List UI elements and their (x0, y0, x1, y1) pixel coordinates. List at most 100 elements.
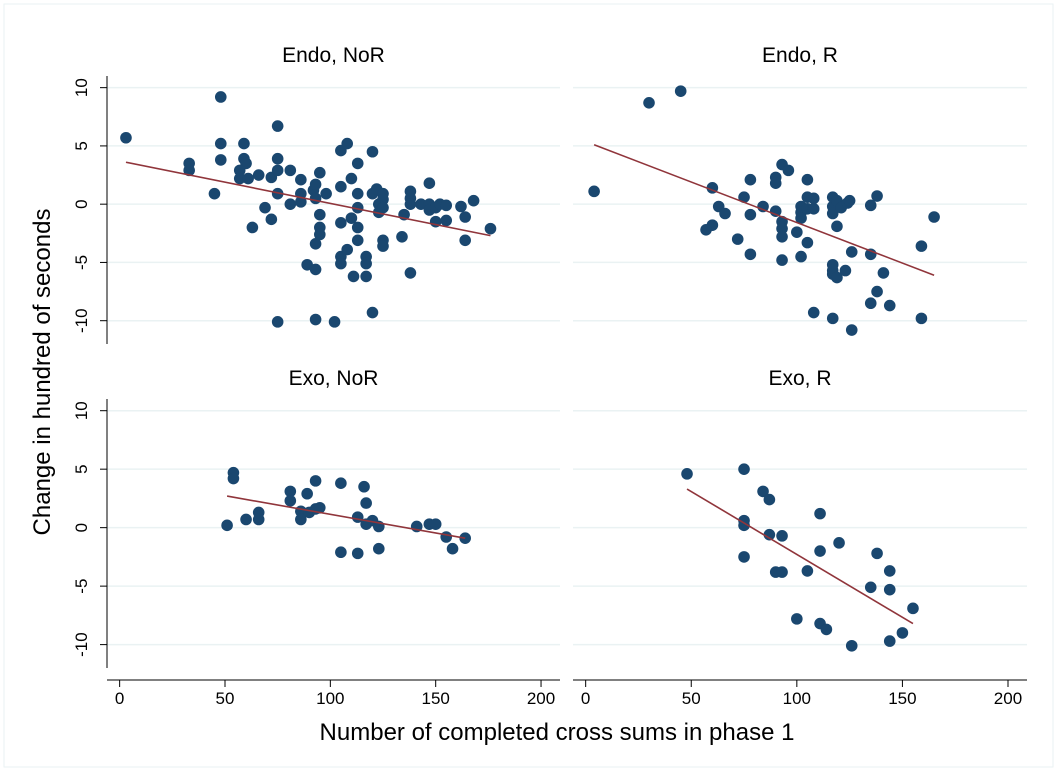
point (807, 192, 820, 205)
point (284, 164, 297, 177)
point (429, 518, 442, 530)
point (295, 513, 307, 526)
point (757, 485, 769, 498)
point (309, 313, 322, 326)
point (791, 613, 803, 625)
point (214, 137, 227, 150)
point (738, 551, 750, 563)
point (831, 220, 843, 233)
point (284, 198, 297, 210)
point (309, 263, 322, 276)
point (271, 164, 284, 177)
point (360, 497, 372, 509)
point (795, 212, 807, 224)
point (845, 639, 858, 652)
point (377, 193, 389, 206)
x-tick-label: 0 (115, 689, 124, 708)
point (233, 172, 246, 185)
x-tick-label: 200 (527, 689, 555, 708)
point (246, 221, 259, 234)
y-tick-label: 0 (72, 523, 91, 532)
point (271, 152, 284, 165)
point (271, 187, 284, 200)
point (864, 199, 877, 212)
point (738, 191, 750, 203)
x-axis-label: Number of completed cross sums in phase … (320, 719, 795, 746)
point (259, 201, 271, 214)
point (833, 537, 845, 549)
point (700, 224, 712, 236)
point (328, 316, 341, 328)
point (377, 201, 389, 214)
point (883, 565, 896, 577)
point (314, 208, 326, 221)
point (314, 228, 326, 241)
y-tick-label: 0 (72, 199, 91, 208)
point (404, 198, 417, 210)
fit-line (125, 161, 491, 237)
point (271, 120, 284, 132)
point (826, 312, 839, 325)
panel-title: Exo, R (768, 367, 831, 390)
x-tick-label: 150 (888, 689, 916, 708)
point (440, 199, 453, 212)
y-tick-label: 10 (72, 401, 91, 420)
point (814, 545, 826, 557)
point (366, 145, 379, 158)
point (738, 463, 750, 475)
point (309, 178, 322, 191)
point (776, 530, 788, 542)
y-tick-label: 5 (72, 464, 91, 473)
y-tick-label: 5 (72, 141, 91, 150)
point (295, 173, 307, 186)
panel-title: Endo, NoR (282, 44, 385, 67)
point (351, 201, 364, 214)
point (252, 513, 265, 526)
point (221, 519, 233, 532)
point (335, 477, 347, 490)
point (864, 581, 877, 594)
point (681, 468, 693, 480)
point (738, 519, 750, 532)
point (366, 306, 379, 319)
point (351, 547, 364, 560)
point (415, 198, 427, 210)
point (314, 501, 326, 514)
point (791, 226, 803, 238)
point (820, 623, 833, 636)
y-axis-label: Change in hundred of seconds (29, 209, 56, 536)
panel-title: Exo, NoR (289, 367, 379, 390)
point (446, 542, 459, 555)
point (252, 169, 265, 181)
point (871, 547, 883, 560)
point (801, 236, 814, 249)
point (459, 234, 471, 247)
x-tick-label: 150 (422, 689, 450, 708)
point (214, 154, 227, 166)
point (928, 211, 940, 223)
point (238, 137, 250, 150)
point (351, 187, 364, 200)
point (351, 234, 364, 247)
fit-line (226, 495, 466, 539)
point (883, 299, 896, 312)
point (731, 233, 744, 245)
point (826, 207, 839, 220)
point (839, 264, 852, 277)
panel (107, 76, 560, 344)
point (801, 565, 814, 577)
point (242, 172, 254, 185)
point (335, 180, 347, 193)
point (588, 185, 600, 198)
point (459, 211, 471, 223)
point (831, 271, 843, 284)
y-tick-label: 10 (72, 78, 91, 97)
y-tick-label: -10 (72, 632, 91, 657)
point (757, 200, 769, 213)
point (801, 173, 814, 186)
point (208, 187, 221, 200)
point (763, 493, 776, 506)
point (335, 217, 347, 229)
point (345, 212, 358, 224)
point (227, 472, 240, 485)
